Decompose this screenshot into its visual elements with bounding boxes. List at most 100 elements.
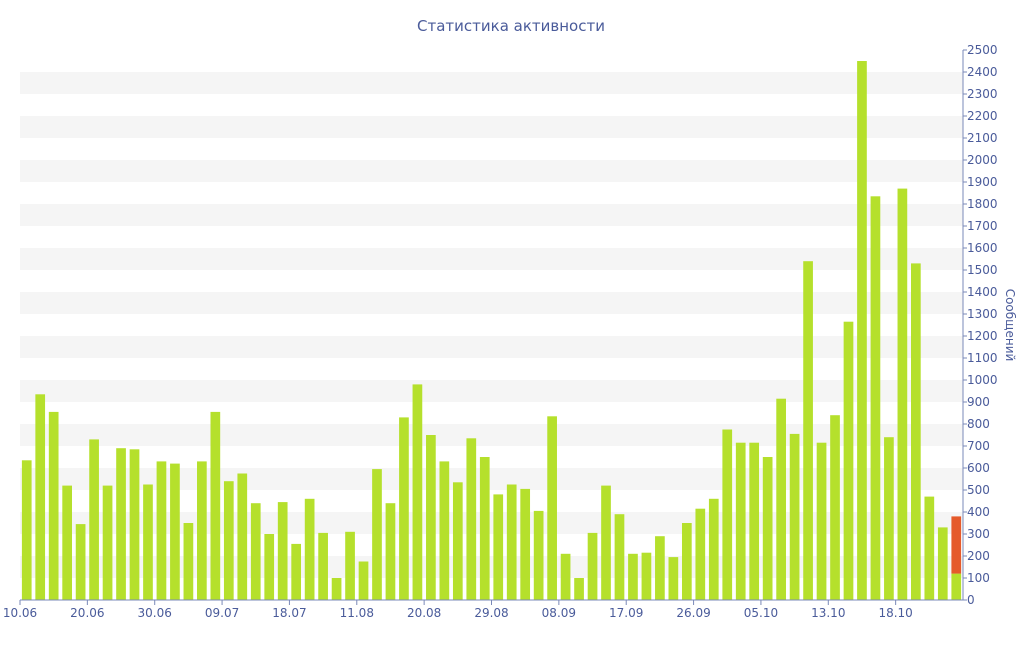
bar xyxy=(358,561,369,600)
x-tick-label: 11.08 xyxy=(340,606,374,620)
bar xyxy=(197,461,207,600)
x-tick-label: 10.06 xyxy=(3,606,37,620)
bar xyxy=(412,384,423,600)
y-tick-label: 500 xyxy=(967,483,990,497)
grid-band xyxy=(20,160,963,182)
bar xyxy=(708,498,719,600)
bar xyxy=(183,523,194,600)
x-tick-label: 20.06 xyxy=(70,606,104,620)
bar xyxy=(452,482,463,600)
x-tick-label: 17.09 xyxy=(609,606,643,620)
y-tick-label: 1500 xyxy=(967,263,998,277)
bar xyxy=(345,531,355,600)
y-tick-label: 400 xyxy=(967,505,990,519)
bar xyxy=(830,415,840,600)
grid-band xyxy=(20,336,963,358)
bar xyxy=(924,496,935,600)
x-tick-label: 29.08 xyxy=(474,606,508,620)
bar xyxy=(75,524,86,600)
bar xyxy=(143,484,153,600)
bar xyxy=(493,494,504,600)
y-tick-label: 100 xyxy=(967,571,990,585)
y-tick-label: 200 xyxy=(967,549,990,563)
y-tick-label: 2200 xyxy=(967,109,998,123)
bar xyxy=(426,435,436,600)
bar xyxy=(749,442,760,600)
bar xyxy=(439,461,450,600)
bar xyxy=(291,543,302,600)
y-tick-label: 1700 xyxy=(967,219,998,233)
bar xyxy=(735,442,746,600)
y-axis: 0 100 200 300 400 500 600 700 800 900 1000 1100 1200… xyxy=(962,43,998,607)
bar xyxy=(628,553,638,600)
bar xyxy=(668,557,679,600)
bar xyxy=(574,578,584,600)
y-tick-label: 900 xyxy=(967,395,990,409)
bar xyxy=(884,437,894,600)
y-tick-label: 0 xyxy=(967,593,975,607)
y-tick-label: 2000 xyxy=(967,153,998,167)
bar xyxy=(479,457,490,600)
grid-band xyxy=(20,292,963,314)
y-tick-label: 800 xyxy=(967,417,990,431)
bar xyxy=(102,485,113,600)
bar xyxy=(399,417,409,600)
x-tick-label: 30.06 xyxy=(138,606,172,620)
x-axis: 10.06 20.06 30.06 09.07 18.07 11.08 20.08 29.08… xyxy=(3,599,963,620)
bar xyxy=(223,481,234,600)
bar xyxy=(520,488,531,600)
bar xyxy=(506,484,517,600)
y-tick-label: 2300 xyxy=(967,87,998,101)
bar xyxy=(156,461,167,600)
bar xyxy=(601,485,611,600)
bar xyxy=(21,460,32,600)
x-tick-label: 18.07 xyxy=(272,606,306,620)
bar xyxy=(722,429,733,600)
bar xyxy=(843,321,854,600)
bar xyxy=(331,578,342,600)
bar xyxy=(277,502,288,600)
chart-title: Статистика активности xyxy=(417,17,605,35)
y-tick-label: 1200 xyxy=(967,329,998,343)
y-tick-label: 1300 xyxy=(967,307,998,321)
y-tick-label: 2500 xyxy=(967,43,998,57)
bar xyxy=(560,553,571,600)
bar xyxy=(776,398,786,600)
bar xyxy=(250,503,261,600)
bar xyxy=(48,411,59,600)
y-tick-label: 300 xyxy=(967,527,990,541)
y-tick-label: 1000 xyxy=(967,373,998,387)
y-axis-label: Сообщений xyxy=(1003,289,1017,362)
x-tick-label: 08.09 xyxy=(542,606,576,620)
bar xyxy=(62,485,72,600)
bar xyxy=(89,439,99,600)
grid-band xyxy=(20,72,963,94)
x-tick-label: 13.10 xyxy=(811,606,845,620)
y-tick-label: 2400 xyxy=(967,65,998,79)
y-tick-label: 1100 xyxy=(967,351,998,365)
bar xyxy=(789,433,800,600)
bar xyxy=(803,261,813,600)
bar xyxy=(237,473,248,600)
bar xyxy=(587,532,598,600)
bar xyxy=(385,503,396,600)
bar xyxy=(897,188,908,600)
bar xyxy=(695,508,706,600)
x-tick-label: 05.10 xyxy=(744,606,778,620)
bar xyxy=(762,457,773,600)
y-tick-label: 1400 xyxy=(967,285,998,299)
bar xyxy=(170,463,180,600)
x-tick-label: 26.09 xyxy=(676,606,710,620)
grid-band xyxy=(20,204,963,226)
bar xyxy=(264,534,275,600)
y-tick-label: 600 xyxy=(967,461,990,475)
bar xyxy=(911,263,921,600)
bar xyxy=(533,510,544,600)
bar-series xyxy=(21,61,962,601)
bar xyxy=(35,394,46,600)
bar xyxy=(318,532,328,600)
y-tick-label: 2100 xyxy=(967,131,998,145)
grid-band xyxy=(20,380,963,402)
y-tick-label: 1600 xyxy=(967,241,998,255)
